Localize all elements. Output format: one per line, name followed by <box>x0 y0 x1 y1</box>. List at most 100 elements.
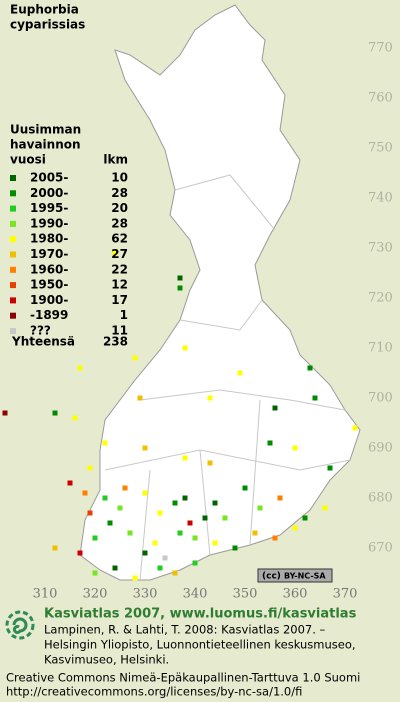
occurrence-square <box>182 495 188 501</box>
legend-swatch <box>10 175 16 181</box>
legend-total: 238 <box>103 335 128 349</box>
legend-label: 1900- <box>30 293 68 307</box>
occurrence-square <box>177 530 183 536</box>
occurrence-square <box>172 500 178 506</box>
legend-count: 12 <box>111 278 128 292</box>
legend-swatch <box>10 328 16 334</box>
footer-heading: Kasviatlas 2007, www.luomus.fi/kasviatla… <box>44 607 357 622</box>
y-tick-label: 700 <box>368 391 393 406</box>
legend-count: 11 <box>111 324 128 338</box>
occurrence-square <box>207 395 213 401</box>
occurrence-square <box>292 525 298 531</box>
occurrence-square <box>142 550 148 556</box>
y-tick-label: 690 <box>368 441 393 456</box>
legend-label: 1980- <box>30 232 68 246</box>
x-tick-label: 370 <box>333 587 358 602</box>
occurrence-square <box>157 510 163 516</box>
occurrence-square <box>272 405 278 411</box>
legend-swatch <box>10 251 16 258</box>
x-tick-label: 310 <box>33 587 58 602</box>
legend-count: 62 <box>111 232 128 246</box>
title: cyparissias <box>10 18 85 32</box>
occurrence-square <box>107 520 113 526</box>
legend-label: ??? <box>30 324 51 338</box>
legend-total-label: Yhteensä <box>11 335 75 349</box>
dots <box>2 250 358 581</box>
occurrence-square <box>72 415 78 421</box>
citation: Lampinen, R. & Lahti, T. 2008: Kasviatla… <box>44 623 326 637</box>
occurrence-square <box>102 440 108 446</box>
occurrence-square <box>177 275 183 281</box>
occurrence-square <box>277 495 283 501</box>
occurrence-square <box>252 530 258 536</box>
legend-heading: vuosi <box>10 153 46 167</box>
y-tick-label: 750 <box>368 141 393 156</box>
y-tick-label: 680 <box>368 491 393 506</box>
legend-label: 1990- <box>30 216 68 230</box>
occurrence-square <box>87 510 93 516</box>
occurrence-square <box>82 490 88 496</box>
legend-count: 1 <box>120 308 128 322</box>
y-tick-label: 740 <box>368 191 393 206</box>
occurrence-square <box>177 285 183 291</box>
occurrence-square <box>77 550 83 556</box>
y-tick-label: 760 <box>368 91 393 106</box>
occurrence-square <box>152 540 158 546</box>
occurrence-square <box>182 345 188 351</box>
occurrence-square <box>212 500 218 506</box>
legend-swatch <box>10 312 16 319</box>
occurrence-square <box>2 410 8 416</box>
y-tick-label: 710 <box>368 341 393 356</box>
occurrence-square <box>67 480 73 486</box>
occurrence-square <box>162 555 168 561</box>
legend-label: 1960- <box>30 262 68 276</box>
legend-label: 1970- <box>30 247 68 261</box>
occurrence-square <box>92 570 98 576</box>
legend-count: 10 <box>111 171 128 185</box>
legend-swatch <box>10 297 16 304</box>
finland-outline <box>79 4 361 581</box>
legend-count-heading: lkm <box>103 153 128 167</box>
occurrence-square <box>192 535 198 541</box>
occurrence-square <box>187 520 193 526</box>
legend-count: 20 <box>111 201 128 215</box>
x-tick-label: 360 <box>283 587 308 602</box>
x-tick-label: 340 <box>183 587 208 602</box>
occurrence-square <box>112 565 118 571</box>
occurrence-square <box>212 540 218 546</box>
legend-count: 28 <box>111 216 128 230</box>
legend-heading: Uusimman <box>10 123 81 137</box>
y-tick-label: 770 <box>368 41 393 56</box>
occurrence-square <box>292 445 298 451</box>
legend-label: 1995- <box>30 201 68 215</box>
occurrence-square <box>222 515 228 521</box>
title: Euphorbia <box>10 3 79 17</box>
legend-label: 2000- <box>30 186 68 200</box>
occurrence-square <box>322 505 328 511</box>
occurrence-square <box>192 560 198 566</box>
occurrence-square <box>52 410 58 416</box>
legend-label: 1950- <box>30 278 68 292</box>
occurrence-square <box>237 370 243 376</box>
legend-count: 17 <box>111 293 128 307</box>
x-tick-label: 350 <box>233 587 258 602</box>
occurrence-square <box>302 515 308 521</box>
legend-label: 2005- <box>30 171 68 185</box>
occurrence-square <box>267 440 273 446</box>
occurrence-square <box>307 365 313 371</box>
legend-label: -1899 <box>30 308 68 322</box>
svg-text:(cc): (cc) <box>262 572 281 582</box>
ticks: 770 760 750 740 730 720 710 700 690 680 670 310 320 3… <box>33 41 393 602</box>
x-tick-label: 330 <box>133 587 158 602</box>
legend-swatch <box>10 282 16 289</box>
legend-count: 27 <box>111 247 128 261</box>
occurrence-square <box>77 365 83 371</box>
occurrence-square <box>112 250 118 256</box>
occurrence-square <box>352 425 358 431</box>
occurrence-square <box>327 465 333 471</box>
occurrence-square <box>182 455 188 461</box>
occurrence-square <box>207 460 213 466</box>
cc-badge: (cc) BY-NC-SA <box>257 568 333 583</box>
